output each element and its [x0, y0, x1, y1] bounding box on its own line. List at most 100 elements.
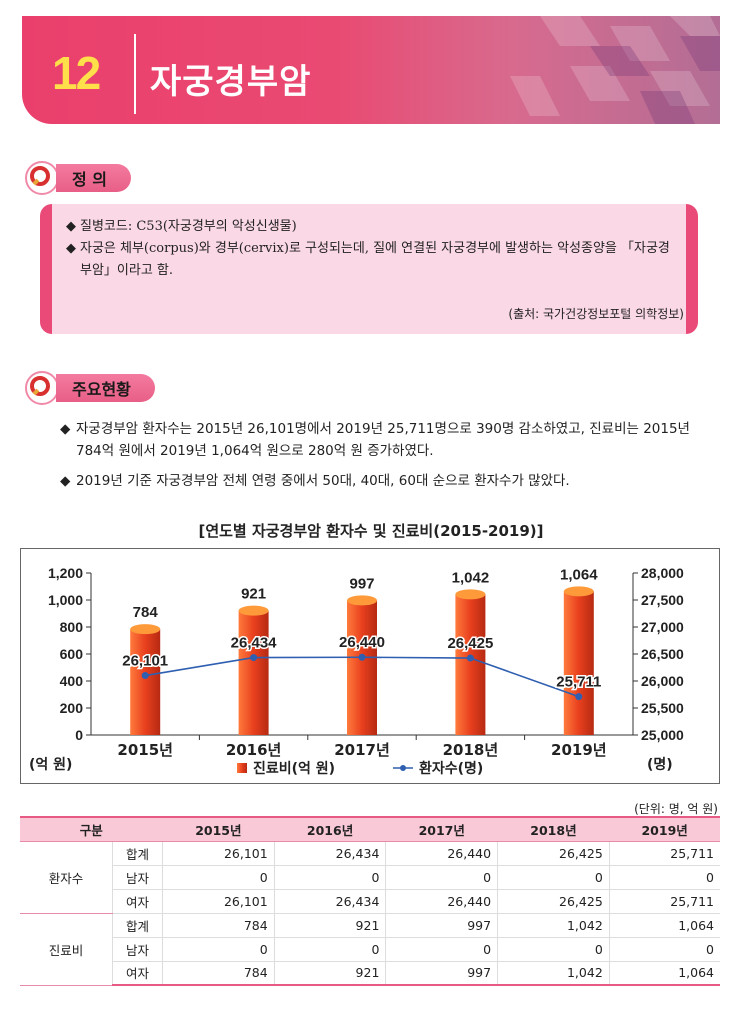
table-cell: 25,711	[608, 889, 720, 914]
chart-frame: 0 200 400 600 800 1,000 1,200 25,000 25,500 26,00…	[20, 548, 720, 784]
left-tick-label: 0	[75, 727, 83, 743]
left-tick-label: 600	[60, 646, 84, 662]
x-tick-label: 2019년	[551, 741, 607, 759]
table-row: 환자수 합계 26,101 26,434 26,440 26,425 25,711	[20, 841, 720, 914]
table-cell: 0	[497, 865, 610, 890]
table-cell: 1,064	[608, 961, 720, 986]
table-cell: 1,064	[608, 913, 720, 938]
table-cell: 997	[385, 913, 498, 938]
line-value-label: 26,440	[339, 634, 385, 651]
table-cell: 784	[162, 913, 275, 938]
table-row-label: 남자	[112, 865, 163, 890]
table-cell: 0	[497, 937, 610, 962]
table-group-label: 진료비	[20, 913, 113, 986]
chart-title: [연도별 자궁경부암 환자수 및 진료비(2015-2019)]	[198, 522, 544, 540]
bar	[347, 600, 377, 735]
right-tick-label: 25,000	[641, 727, 684, 743]
statistics-table: 구분 2015년 2016년 2017년 2018년 2019년 환자수 합계 26,101 2…	[20, 816, 720, 986]
magnifier-icon	[25, 371, 59, 405]
table-row-label: 합계	[112, 841, 163, 866]
bar-top	[563, 586, 594, 597]
table-row: 남자 0 0 0 0 0	[20, 865, 720, 890]
left-axis-label: (억 원)	[29, 757, 72, 773]
right-axis-label: (명)	[647, 756, 673, 773]
table-cell: 26,425	[497, 841, 610, 866]
bar-value-label: 784	[133, 604, 159, 621]
line-value-label: 26,425	[447, 635, 493, 652]
table-cell: 0	[608, 937, 720, 962]
left-tick-label: 1,200	[48, 565, 83, 581]
definition-heading: 정 의	[22, 160, 132, 196]
status-item: ◆ 자궁경부암 환자수는 2015년 26,101명에서 2019년 25,711…	[60, 421, 690, 459]
table-group-label: 환자수	[20, 841, 113, 914]
definition-box: ◆ 질병코드: C53(자궁경부의 악성신생물) ◆ 자궁은 체부(corpus)와…	[40, 204, 698, 334]
line-point	[358, 653, 366, 661]
table-cell: 0	[608, 865, 720, 890]
bar-value-label: 997	[349, 575, 374, 592]
line-point	[466, 654, 474, 662]
page-banner: 12 자궁경부암	[22, 16, 720, 124]
table-row: 여자 784 921 997 1,042 1,064	[20, 961, 720, 986]
x-tick-label: 2018년	[443, 741, 499, 759]
left-tick-label: 200	[60, 700, 84, 716]
chapter-number: 12	[52, 47, 101, 99]
bar-top	[238, 605, 269, 616]
table-cell: 26,440	[385, 841, 498, 866]
table-cell: 25,711	[608, 841, 720, 866]
right-tick-label: 27,500	[641, 592, 684, 608]
legend-label-line: 환자수(명)	[419, 760, 483, 777]
right-tick-label: 26,500	[641, 646, 684, 662]
table-row-label: 합계	[112, 913, 163, 938]
table-header-cell: 2016년	[274, 816, 386, 842]
line-value-label: 25,711	[556, 674, 601, 691]
x-tick-label: 2016년	[226, 741, 282, 759]
table-cell: 26,434	[273, 889, 386, 914]
table-header-cell: 2017년	[385, 816, 498, 842]
status-heading: 주요현황	[22, 370, 155, 406]
table-header-cell: 2019년	[609, 816, 720, 842]
bar-top	[455, 589, 486, 600]
magnifier-icon	[25, 161, 59, 195]
banner-pattern	[510, 16, 720, 124]
status-item: ◆ 2019년 기준 자궁경부암 전체 연령 중에서 50대, 40대, 60대 …	[60, 473, 570, 489]
table-cell: 1,042	[497, 913, 610, 938]
right-tick-label: 27,000	[641, 619, 684, 635]
table-cell: 1,042	[497, 961, 610, 986]
bar-top	[130, 624, 161, 635]
legend-swatch-bar	[237, 763, 247, 773]
table-cell: 0	[385, 865, 498, 890]
table-header-row: 구분 2015년 2016년 2017년 2018년 2019년	[20, 816, 720, 842]
right-tick-label: 26,000	[641, 673, 684, 689]
table-cell: 0	[273, 865, 386, 890]
table-unit: (단위: 명, 억 원)	[634, 802, 718, 816]
page-title: 자궁경부암	[150, 62, 312, 102]
bar	[238, 610, 269, 735]
table-header-cell: 구분	[20, 816, 163, 842]
table-row-label: 남자	[112, 937, 163, 962]
bar	[563, 591, 594, 735]
table-row-label: 여자	[112, 889, 163, 914]
bar	[130, 629, 161, 735]
table-row: 진료비 합계 784 921 997 1,042 1,064	[20, 913, 720, 986]
table-row-label: 여자	[112, 961, 163, 986]
combo-chart: 0 200 400 600 800 1,000 1,200 25,000 25,500 26,00…	[29, 565, 684, 777]
table-cell: 26,101	[162, 841, 275, 866]
table-cell: 997	[385, 961, 498, 986]
table-cell: 0	[273, 937, 386, 962]
status-heading-label: 주요현황	[56, 374, 155, 402]
line-point	[575, 693, 583, 701]
bar-value-label: 1,064	[560, 566, 598, 583]
bar	[455, 594, 486, 735]
definition-source: (출처: 국가건강정보포털 의학정보)	[508, 307, 684, 321]
line-value-label: 26,434	[231, 635, 278, 652]
x-tick-label: 2017년	[334, 741, 390, 759]
table-cell: 0	[385, 937, 498, 962]
x-tick-label: 2015년	[117, 741, 173, 759]
table-cell: 26,440	[385, 889, 498, 914]
bar-value-label: 921	[241, 586, 266, 603]
banner-divider	[134, 34, 136, 114]
line-point	[250, 654, 258, 662]
left-tick-label: 800	[60, 619, 84, 635]
table-cell: 26,425	[497, 889, 610, 914]
right-tick-label: 28,000	[641, 565, 684, 581]
